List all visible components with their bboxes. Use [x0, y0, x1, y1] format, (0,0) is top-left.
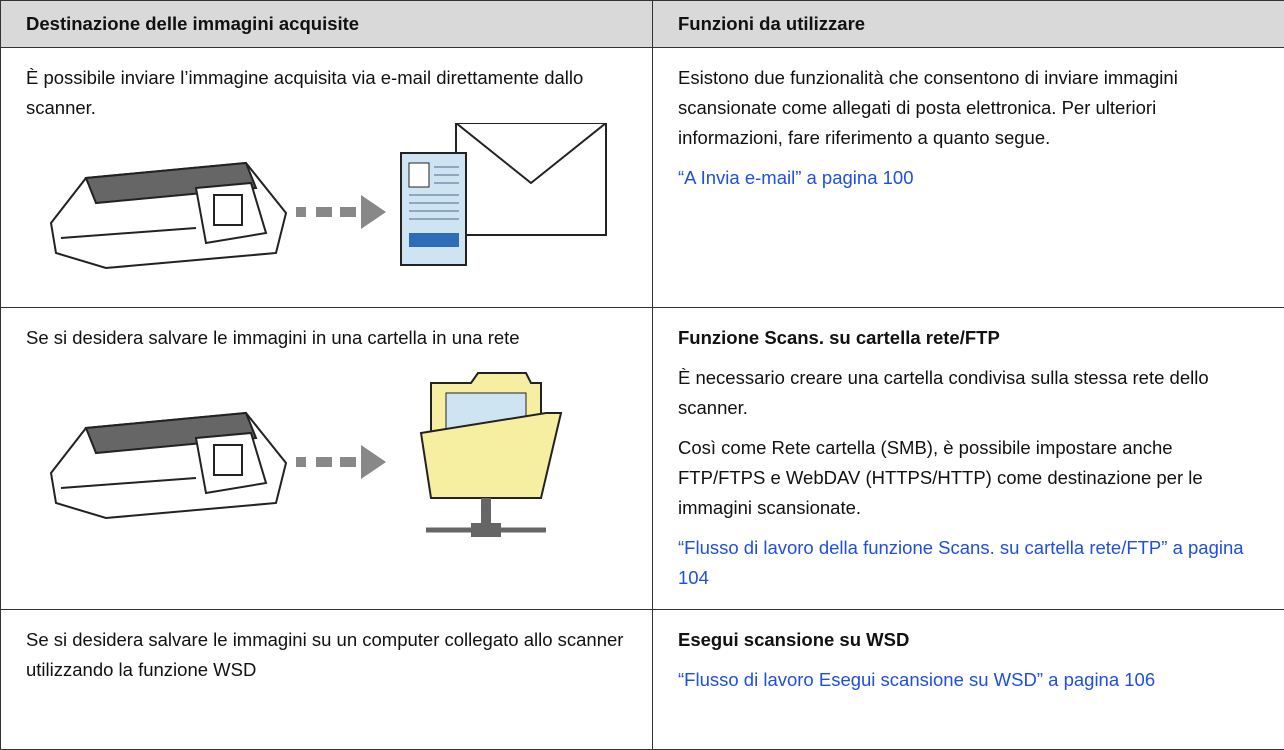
cell: Se si desidera salvare le immagini in un… — [1, 308, 653, 610]
cell-text: È possibile inviare l’immagine acquisita… — [26, 63, 632, 123]
cell-text: Se si desidera salvare le immagini in un… — [26, 323, 632, 353]
cell: È possibile inviare l’immagine acquisita… — [1, 48, 653, 308]
cell: Esegui scansione su WSD “Flusso di lavor… — [653, 610, 1284, 750]
link[interactable]: “Flusso di lavoro della funzione Scans. … — [678, 533, 1264, 593]
header-row: Destinazione delle immagini acquisite Fu… — [1, 1, 1284, 48]
link[interactable]: “A Invia e-mail” a pagina 100 — [678, 163, 1264, 193]
link[interactable]: “Flusso di lavoro Esegui scansione su WS… — [678, 665, 1264, 695]
cell-text: Così come Rete cartella (SMB), è possibi… — [678, 433, 1264, 523]
cell: Funzione Scans. su cartella rete/FTP È n… — [653, 308, 1284, 610]
table-row: Se si desidera salvare le immagini su un… — [1, 610, 1284, 750]
table-row: È possibile inviare l’immagine acquisita… — [1, 48, 1284, 308]
folder-illustration — [26, 353, 626, 583]
cell-heading: Funzione Scans. su cartella rete/FTP — [678, 323, 1264, 353]
header-cell: Destinazione delle immagini acquisite — [1, 1, 653, 48]
header-cell: Funzioni da utilizzare — [653, 1, 1284, 48]
email-illustration — [26, 123, 626, 273]
cell: Se si desidera salvare le immagini su un… — [1, 610, 653, 750]
cell-text: Esistono due funzionalità che consentono… — [678, 63, 1264, 153]
table-row: Se si desidera salvare le immagini in un… — [1, 308, 1284, 610]
cell-text: Se si desidera salvare le immagini su un… — [26, 625, 632, 685]
cell-text: È necessario creare una cartella condivi… — [678, 363, 1264, 423]
cell: Esistono due funzionalità che consentono… — [653, 48, 1284, 308]
cell-heading: Esegui scansione su WSD — [678, 625, 1264, 655]
